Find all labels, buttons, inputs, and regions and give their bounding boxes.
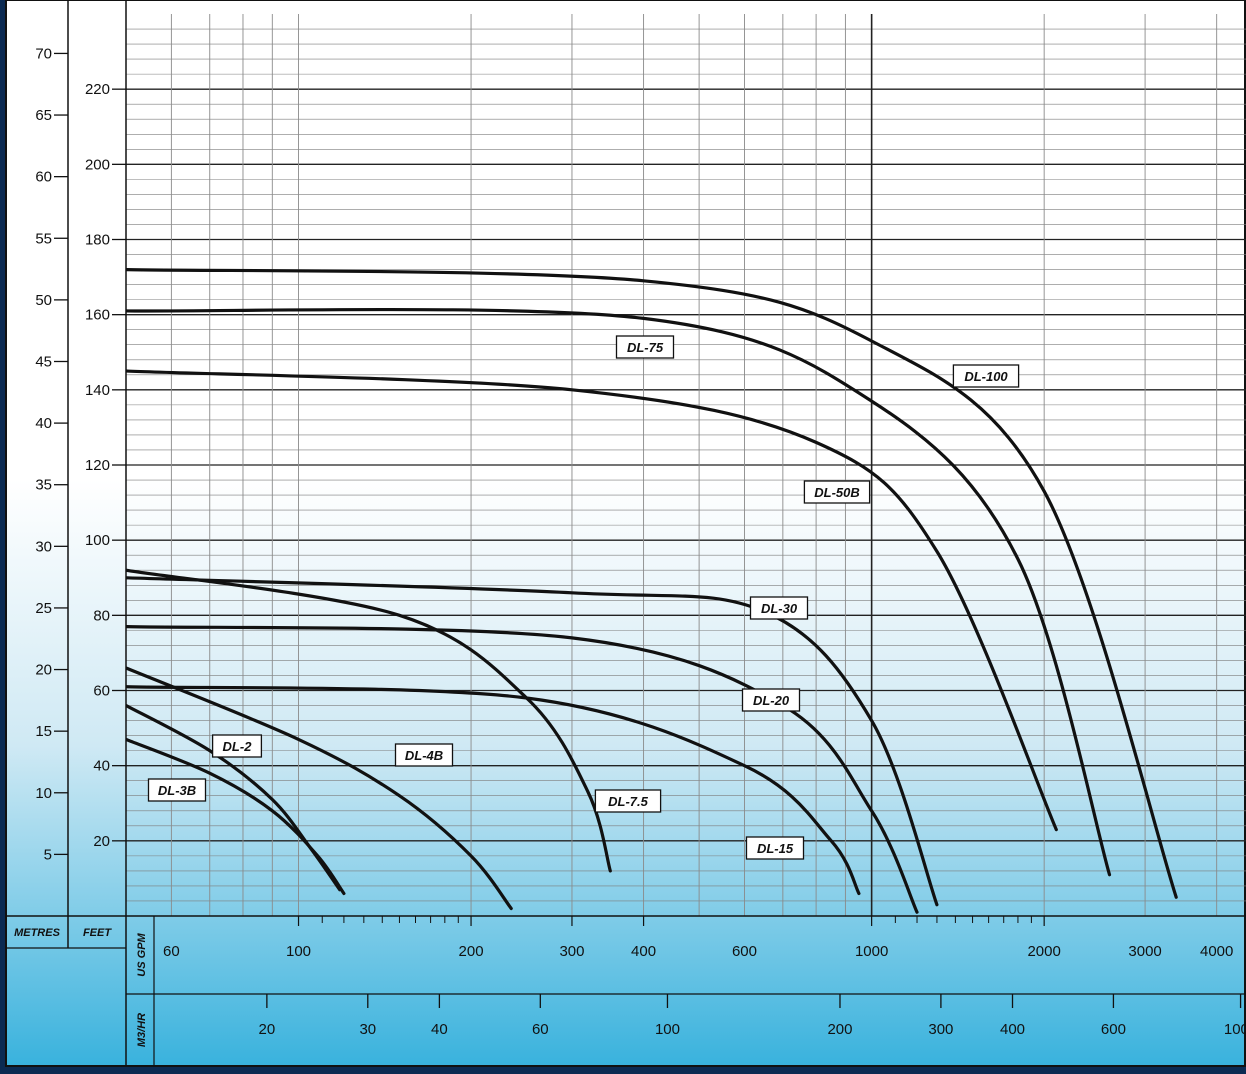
curve-label-box [803, 480, 871, 504]
m3-hr-tick-label: 300 [928, 1021, 953, 1038]
us-gpm-tick-label: 400 [631, 943, 656, 960]
us-gpm-tick-label: 1000 [855, 943, 888, 960]
feet-tick-label: 200 [85, 156, 110, 173]
curve-dl-15 [126, 685, 861, 896]
feet-tick-label: 140 [85, 382, 110, 399]
metres-tick-label: 40 [35, 415, 52, 432]
curve-label-text: DL-50B [814, 485, 860, 500]
metres-tick-label: 60 [35, 169, 52, 186]
m3-hr-tick-label: 40 [431, 1021, 448, 1038]
chart-background [6, 0, 1246, 1066]
curve-dl-50b [126, 369, 1058, 832]
m3-hr-tick-label: 20 [259, 1021, 276, 1038]
curve-label: DL-20 [741, 688, 801, 712]
curve-label-box [615, 335, 675, 359]
curve-label: DL-3B [147, 778, 207, 802]
feet-tick-label: 20 [93, 833, 110, 850]
curve-dl-30 [126, 576, 939, 907]
curve-label-text: DL-4B [405, 748, 443, 763]
feet-tick-label: 40 [93, 758, 110, 775]
curve-label-box [394, 743, 454, 767]
feet-tick-label: 60 [93, 683, 110, 700]
curve-label-text: DL-2 [223, 739, 253, 754]
feet-tick-label: 220 [85, 81, 110, 98]
m3-hr-tick-label: 1000 [1224, 1021, 1246, 1038]
feet-tick-label: 100 [85, 532, 110, 549]
us-gpm-tick-label: 60 [163, 943, 180, 960]
curve-label: DL-4B [394, 743, 454, 767]
metres-tick-label: 35 [35, 477, 52, 494]
metres-tick-label: 20 [35, 662, 52, 679]
metres-tick-label: 10 [35, 785, 52, 802]
curve-label: DL-30 [749, 596, 809, 620]
curve-label-text: DL-7.5 [608, 794, 649, 809]
us-gpm-tick-label: 600 [732, 943, 757, 960]
curve-label-text: DL-100 [964, 369, 1008, 384]
curve-label-box [952, 364, 1020, 388]
curve-label-box [745, 836, 805, 860]
curve-label-text: DL-3B [158, 783, 196, 798]
curve-label: DL-100 [952, 364, 1020, 388]
m3-hr-tick-label: 30 [359, 1021, 376, 1038]
feet-tick-label: 180 [85, 232, 110, 249]
feet-tick-label: 120 [85, 457, 110, 474]
metres-tick-label: 25 [35, 600, 52, 617]
curve-dl-20 [126, 625, 919, 914]
curve-label: DL-7.5 [594, 789, 662, 813]
chart-frame [5, 0, 1246, 1067]
curve-dl-75 [126, 307, 1112, 877]
curve-label: DL-50B [803, 480, 871, 504]
m3-hr-axis-title: M3/HR [136, 1013, 148, 1047]
m3-hr-tick-label: 600 [1101, 1021, 1126, 1038]
m3-hr-tick-label: 60 [532, 1021, 549, 1038]
metres-tick-label: 65 [35, 107, 52, 124]
metres-tick-label: 70 [35, 45, 52, 62]
metres-tick-label: 30 [35, 538, 52, 555]
curve-label: DL-2 [211, 734, 263, 758]
curve-label: DL-75 [615, 335, 675, 359]
us-gpm-axis-title: US GPM [136, 932, 148, 976]
us-gpm-tick-label: 300 [559, 943, 584, 960]
m3-hr-tick-label: 200 [827, 1021, 852, 1038]
curve-label-box [749, 596, 809, 620]
feet-tick-label: 160 [85, 307, 110, 324]
us-gpm-tick-label: 2000 [1027, 943, 1060, 960]
curve-dl-4b [126, 666, 513, 911]
curve-label: DL-15 [745, 836, 805, 860]
us-gpm-tick-label: 200 [459, 943, 484, 960]
curve-label-text: DL-15 [757, 841, 794, 856]
curve-label-text: DL-75 [627, 340, 664, 355]
us-gpm-tick-label: 4000 [1200, 943, 1233, 960]
feet-tick-label: 80 [93, 607, 110, 624]
metres-tick-label: 45 [35, 353, 52, 370]
curve-label-text: DL-30 [761, 601, 798, 616]
curve-dl-3b [126, 737, 346, 896]
curve-label-box [741, 688, 801, 712]
us-gpm-tick-label: 100 [286, 943, 311, 960]
metres-tick-label: 55 [35, 230, 52, 247]
curve-label-box [594, 789, 662, 813]
metres-tick-label: 15 [35, 723, 52, 740]
metres-axis-title: METRES [14, 927, 61, 939]
metres-tick-label: 50 [35, 292, 52, 309]
us-gpm-tick-label: 3000 [1128, 943, 1161, 960]
metres-tick-label: 5 [44, 846, 52, 863]
m3-hr-tick-label: 100 [655, 1021, 680, 1038]
feet-axis-title: FEET [83, 927, 112, 939]
m3-hr-tick-label: 400 [1000, 1021, 1025, 1038]
curve-label-box [211, 734, 263, 758]
curve-label-box [147, 778, 207, 802]
curve-dl-100 [126, 268, 1178, 899]
curve-dl-7-5 [126, 568, 612, 873]
curve-label-text: DL-20 [753, 693, 790, 708]
